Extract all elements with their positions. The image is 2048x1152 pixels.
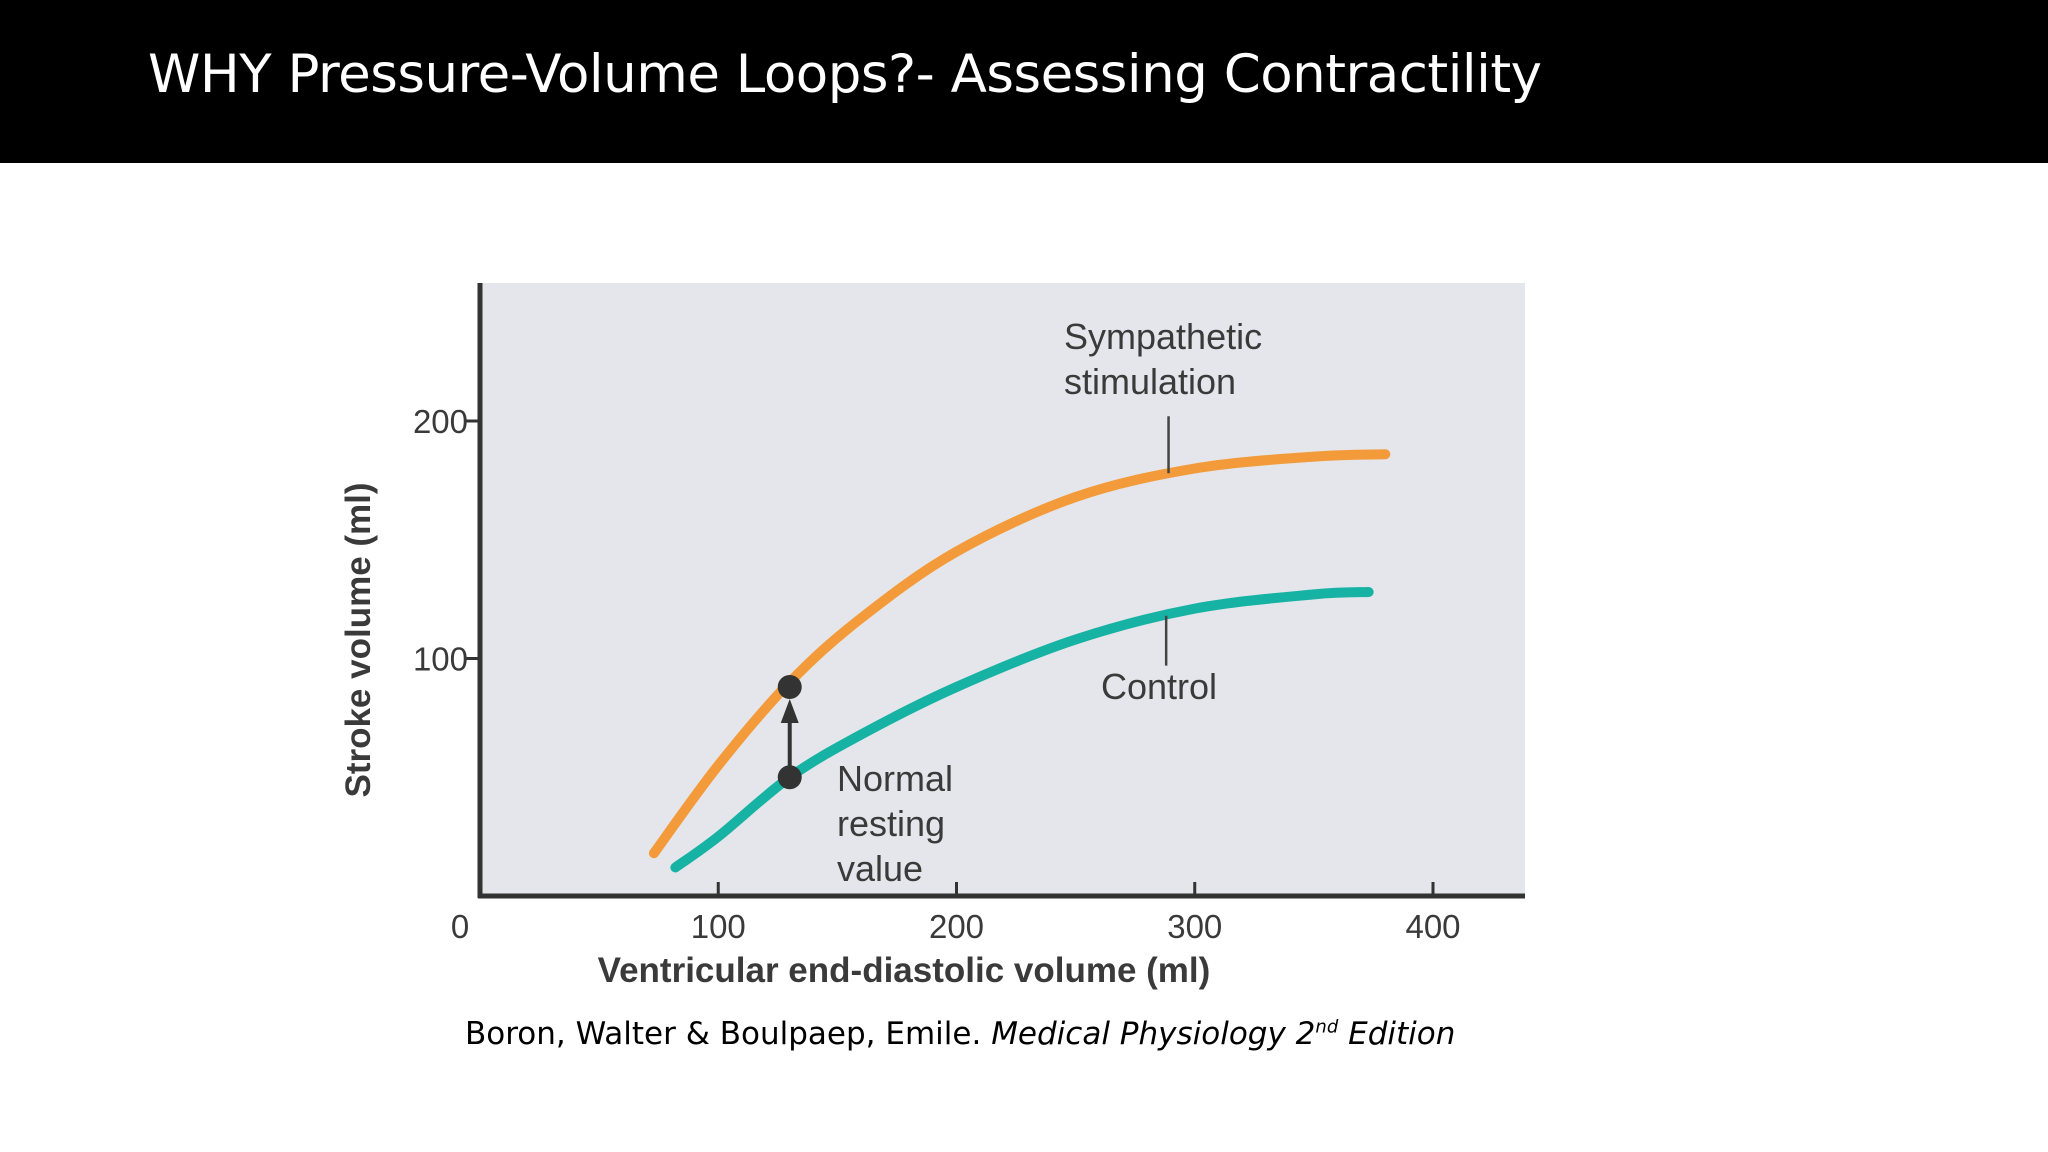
- citation-book: Medical Physiology 2nd Edition: [991, 1016, 1455, 1052]
- x-tick-label-100: 100: [691, 908, 746, 945]
- x-axis-title: Ventricular end-diastolic volume (ml): [598, 951, 1211, 990]
- contractility-arrow-head: [780, 699, 799, 723]
- citation-edition-sup: nd: [1315, 1016, 1339, 1038]
- sympathetic-label-line1: Sympathetic: [1064, 316, 1262, 357]
- annotation-layer: Sympathetic stimulation Control Normal r…: [777, 316, 1262, 889]
- x-tick-label-300: 300: [1167, 908, 1222, 945]
- resting-point-marker: [777, 765, 802, 790]
- resting-label-line3: value: [837, 848, 923, 889]
- sympathetic-label-line2: stimulation: [1064, 361, 1236, 402]
- series-layer: [648, 449, 1391, 873]
- series-line-control: [670, 587, 1374, 873]
- x-tick-label-200: 200: [929, 908, 984, 945]
- resting-label-line2: resting: [837, 803, 945, 844]
- y-tick-label-200: 200: [413, 403, 468, 440]
- title-bar: [0, 0, 2048, 163]
- y-axis-title: Stroke volume (ml): [339, 482, 378, 797]
- series-line-sympathetic: [648, 449, 1391, 859]
- axis-layer: 0 100 200 300 400 100 200: [413, 283, 1525, 945]
- citation: Boron, Walter & Boulpaep, Emile. Medical…: [465, 1016, 1455, 1052]
- slide-title: WHY Pressure-Volume Loops?- Assessing Co…: [148, 44, 1542, 105]
- control-label: Control: [1101, 666, 1217, 707]
- citation-book-title: Medical Physiology 2: [991, 1016, 1316, 1052]
- citation-edition-word: Edition: [1348, 1016, 1456, 1052]
- x-tick-label-0: 0: [451, 908, 469, 945]
- citation-authors: Boron, Walter & Boulpaep, Emile.: [465, 1016, 982, 1052]
- y-tick-label-100: 100: [413, 641, 468, 678]
- stimulated-point-marker: [777, 675, 802, 699]
- x-tick-label-400: 400: [1405, 908, 1460, 945]
- resting-label-line1: Normal: [837, 758, 953, 799]
